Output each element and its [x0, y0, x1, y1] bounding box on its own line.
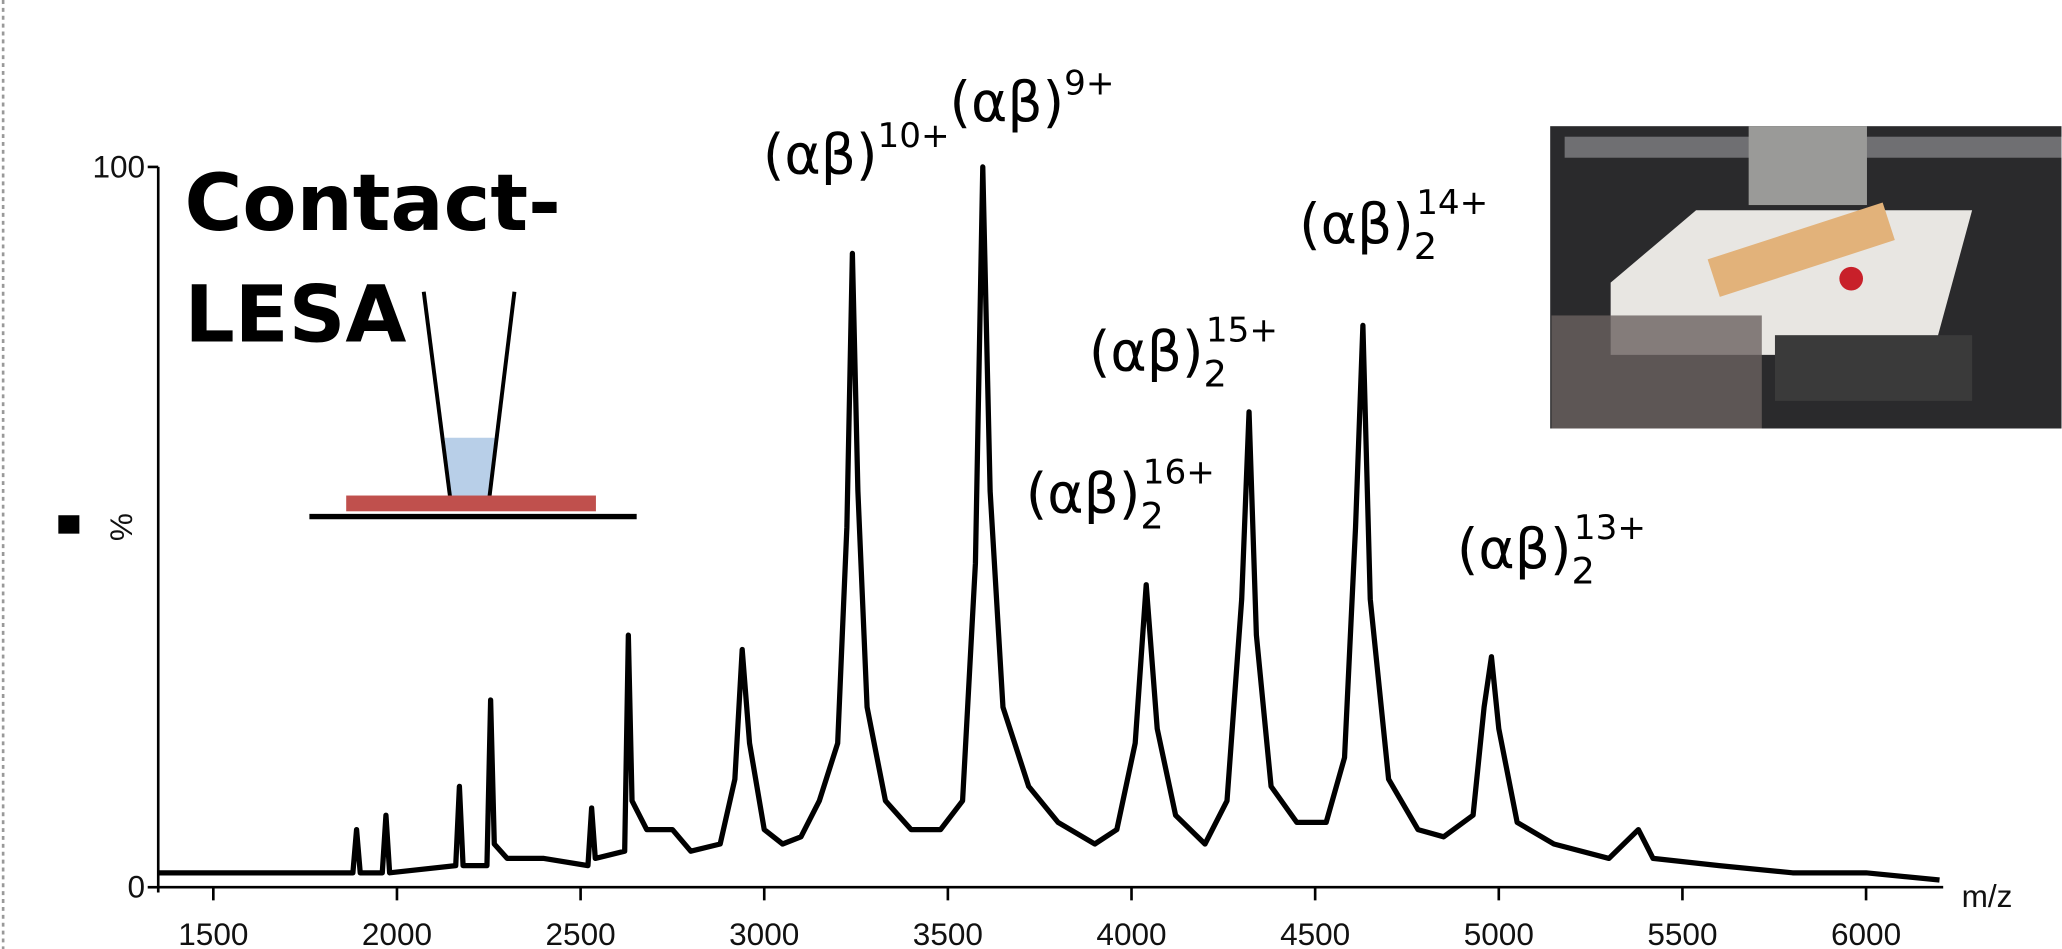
x-tick-label: 4000 [1096, 916, 1166, 949]
peak-label: (αβ)216+ [1026, 453, 1215, 538]
pipette-wall [421, 291, 452, 498]
photo-slide [1707, 202, 1895, 297]
peak-label: (αβ)214+ [1299, 183, 1488, 268]
x-tick-label: 6000 [1831, 916, 1901, 949]
peak-label-sup: 13+ [1574, 508, 1646, 548]
peak-label: (αβ)213+ [1457, 508, 1646, 593]
peak-label: (αβ)215+ [1089, 311, 1278, 396]
y-tick-label: 0 [128, 869, 146, 905]
peak-label-sup: 9+ [1064, 64, 1114, 104]
x-tick-label: 3500 [913, 916, 983, 949]
peak-label-text: (αβ) [1089, 321, 1204, 385]
solvent [444, 437, 495, 497]
peak-label-text: (αβ) [950, 71, 1065, 135]
x-tick-label: 5500 [1647, 916, 1717, 949]
peak-label-sub: 2 [1204, 352, 1227, 395]
photo-target [1839, 266, 1864, 291]
x-tick-label: 2000 [362, 916, 432, 949]
peak-label-sub: 2 [1572, 550, 1595, 593]
photo-stage [1551, 315, 1762, 429]
peak-label-sup: 14+ [1416, 183, 1488, 223]
y-tick-label: 100 [92, 148, 145, 184]
peak-label-text: (αβ) [1299, 193, 1414, 257]
peak-label-sup: 15+ [1206, 311, 1278, 351]
photo-inset [1550, 126, 2062, 429]
x-tick-label: 5000 [1464, 916, 1534, 949]
peak-label-sup: 16+ [1143, 453, 1215, 493]
photo-head [1748, 126, 1867, 206]
peak-label-sub: 2 [1140, 494, 1163, 537]
peak-label: (αβ)9+ [950, 64, 1115, 135]
sample-tissue [346, 495, 596, 512]
lesa-diagram [309, 291, 637, 520]
spectrum-line [158, 164, 1940, 883]
title-line: LESA [185, 269, 407, 361]
peak-label-sub: 2 [1414, 225, 1437, 268]
peak-label-text: (αβ) [763, 124, 878, 188]
x-tick-label: 3000 [729, 916, 799, 949]
x-axis-label: m/z [1962, 878, 2013, 914]
y-axis-label: % [103, 513, 139, 541]
x-tick-label: 4500 [1280, 916, 1350, 949]
peak-label-text: (αβ) [1026, 463, 1141, 527]
x-tick-label: 1500 [178, 916, 248, 949]
pipette-wall [487, 291, 517, 498]
legend-marker [58, 515, 80, 534]
photo-stage [1774, 335, 1973, 401]
title-line: Contact- [185, 157, 561, 249]
peak-label-text: (αβ) [1457, 518, 1572, 582]
peak-label-sup: 10+ [878, 116, 950, 156]
x-tick-label: 2500 [546, 916, 616, 949]
peak-label: (αβ)10+ [763, 116, 950, 187]
